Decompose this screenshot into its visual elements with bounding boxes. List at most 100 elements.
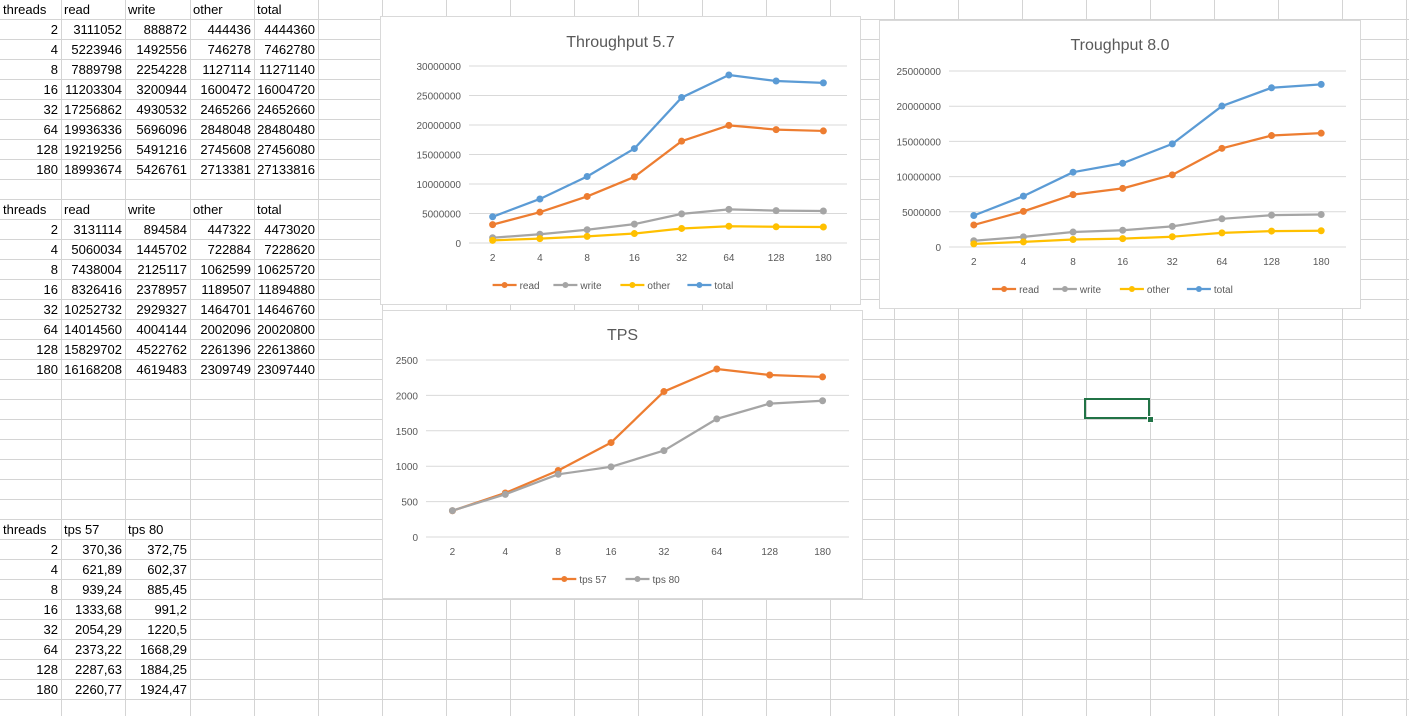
- data-cell[interactable]: 64: [43, 122, 58, 137]
- data-cell[interactable]: 2378957: [136, 282, 187, 297]
- chart-throughput-8-0[interactable]: Troughput 8.0 0 5000000 10000000 15000000 200…: [879, 20, 1361, 309]
- data-cell[interactable]: 4930532: [136, 102, 187, 117]
- data-cell[interactable]: 14646760: [257, 302, 315, 317]
- data-cell[interactable]: 2713381: [200, 162, 251, 177]
- data-cell[interactable]: 4444360: [264, 22, 315, 37]
- data-cell[interactable]: 3200944: [136, 82, 187, 97]
- data-cell[interactable]: 2: [50, 222, 58, 237]
- header-cell[interactable]: write: [128, 2, 156, 17]
- data-cell[interactable]: 888872: [143, 22, 187, 37]
- data-cell[interactable]: 1600472: [200, 82, 251, 97]
- data-cell[interactable]: 2: [50, 22, 58, 37]
- data-cell[interactable]: 32: [43, 622, 58, 637]
- data-cell[interactable]: 20020800: [257, 322, 315, 337]
- data-cell[interactable]: 2745608: [200, 142, 251, 157]
- data-cell[interactable]: 3111052: [73, 22, 122, 37]
- data-cell[interactable]: 19219256: [64, 142, 122, 157]
- data-cell[interactable]: 7462780: [264, 42, 315, 57]
- data-cell[interactable]: 16: [43, 282, 58, 297]
- data-cell[interactable]: 180: [36, 362, 58, 377]
- header-cell[interactable]: tps 80: [128, 522, 164, 537]
- data-cell[interactable]: 2848048: [200, 122, 251, 137]
- data-cell[interactable]: 1924,47: [140, 682, 187, 697]
- data-cell[interactable]: 372,75: [147, 542, 187, 557]
- data-cell[interactable]: 5223946: [71, 42, 122, 57]
- data-cell[interactable]: 3131114: [73, 222, 122, 237]
- data-cell[interactable]: 32: [43, 102, 58, 117]
- data-cell[interactable]: 1464701: [200, 302, 251, 317]
- data-cell[interactable]: 8: [50, 62, 58, 77]
- data-cell[interactable]: 8: [50, 262, 58, 277]
- data-cell[interactable]: 16: [43, 82, 58, 97]
- data-cell[interactable]: 16: [43, 602, 58, 617]
- data-cell[interactable]: 128: [36, 142, 58, 157]
- data-cell[interactable]: 11203304: [65, 82, 122, 97]
- header-cell[interactable]: threads: [3, 202, 47, 217]
- header-cell[interactable]: read: [64, 202, 91, 217]
- data-cell[interactable]: 602,37: [147, 562, 187, 577]
- data-cell[interactable]: 2465266: [200, 102, 251, 117]
- data-cell[interactable]: 28480480: [257, 122, 315, 137]
- data-cell[interactable]: 2002096: [200, 322, 251, 337]
- data-cell[interactable]: 885,45: [147, 582, 187, 597]
- data-cell[interactable]: 180: [36, 682, 58, 697]
- data-cell[interactable]: 2260,77: [75, 682, 122, 697]
- data-cell[interactable]: 17256862: [64, 102, 122, 117]
- data-cell[interactable]: 4: [50, 242, 58, 257]
- data-cell[interactable]: 16168208: [64, 362, 122, 377]
- data-cell[interactable]: 2373,22: [75, 642, 122, 657]
- data-cell[interactable]: 746278: [207, 42, 251, 57]
- header-cell[interactable]: total: [257, 202, 282, 217]
- data-cell[interactable]: 991,2: [154, 602, 187, 617]
- data-cell[interactable]: 128: [36, 342, 58, 357]
- data-cell[interactable]: 2287,63: [75, 662, 122, 677]
- chart-tps[interactable]: TPS 0 500 1000 1500 2000 2500 2 4 8 16 32 64 128 180 tp…: [382, 310, 863, 599]
- data-cell[interactable]: 16004720: [257, 82, 315, 97]
- data-cell[interactable]: 128: [36, 662, 58, 677]
- data-cell[interactable]: 7438004: [71, 262, 122, 277]
- data-cell[interactable]: 894584: [143, 222, 187, 237]
- data-cell[interactable]: 1884,25: [140, 662, 187, 677]
- data-cell[interactable]: 10252732: [64, 302, 122, 317]
- data-cell[interactable]: 64: [43, 642, 58, 657]
- header-cell[interactable]: threads: [3, 522, 47, 537]
- data-cell[interactable]: 8: [50, 582, 58, 597]
- header-cell[interactable]: total: [257, 2, 282, 17]
- data-cell[interactable]: 7889798: [71, 62, 122, 77]
- data-cell[interactable]: 5426761: [136, 162, 187, 177]
- data-cell[interactable]: 22613860: [257, 342, 315, 357]
- data-cell[interactable]: 2309749: [200, 362, 251, 377]
- data-cell[interactable]: 2125117: [137, 262, 187, 277]
- data-cell[interactable]: 939,24: [82, 582, 122, 597]
- data-cell[interactable]: 8326416: [71, 282, 122, 297]
- data-cell[interactable]: 64: [43, 322, 58, 337]
- data-cell[interactable]: 4004144: [136, 322, 187, 337]
- data-cell[interactable]: 27456080: [257, 142, 315, 157]
- data-cell[interactable]: 5491216: [136, 142, 187, 157]
- data-cell[interactable]: 1492556: [136, 42, 187, 57]
- data-cell[interactable]: 23097440: [257, 362, 315, 377]
- fill-handle[interactable]: [1147, 416, 1154, 423]
- data-cell[interactable]: 447322: [207, 222, 251, 237]
- data-cell[interactable]: 2054,29: [75, 622, 122, 637]
- data-cell[interactable]: 11894880: [258, 282, 315, 297]
- header-cell[interactable]: write: [128, 202, 156, 217]
- data-cell[interactable]: 2929327: [136, 302, 187, 317]
- data-cell[interactable]: 7228620: [264, 242, 315, 257]
- data-cell[interactable]: 11271140: [259, 62, 315, 77]
- data-cell[interactable]: 15829702: [64, 342, 122, 357]
- data-cell[interactable]: 14014560: [64, 322, 122, 337]
- data-cell[interactable]: 4: [50, 562, 58, 577]
- header-cell[interactable]: tps 57: [64, 522, 100, 537]
- data-cell[interactable]: 5060034: [71, 242, 122, 257]
- data-cell[interactable]: 32: [43, 302, 58, 317]
- header-cell[interactable]: threads: [3, 2, 47, 17]
- data-cell[interactable]: 722884: [207, 242, 251, 257]
- data-cell[interactable]: 19936336: [64, 122, 122, 137]
- header-cell[interactable]: read: [64, 2, 91, 17]
- data-cell[interactable]: 1127114: [202, 62, 251, 77]
- data-cell[interactable]: 4619483: [136, 362, 187, 377]
- header-cell[interactable]: other: [193, 2, 223, 17]
- data-cell[interactable]: 18993674: [64, 162, 122, 177]
- data-cell[interactable]: 180: [36, 162, 58, 177]
